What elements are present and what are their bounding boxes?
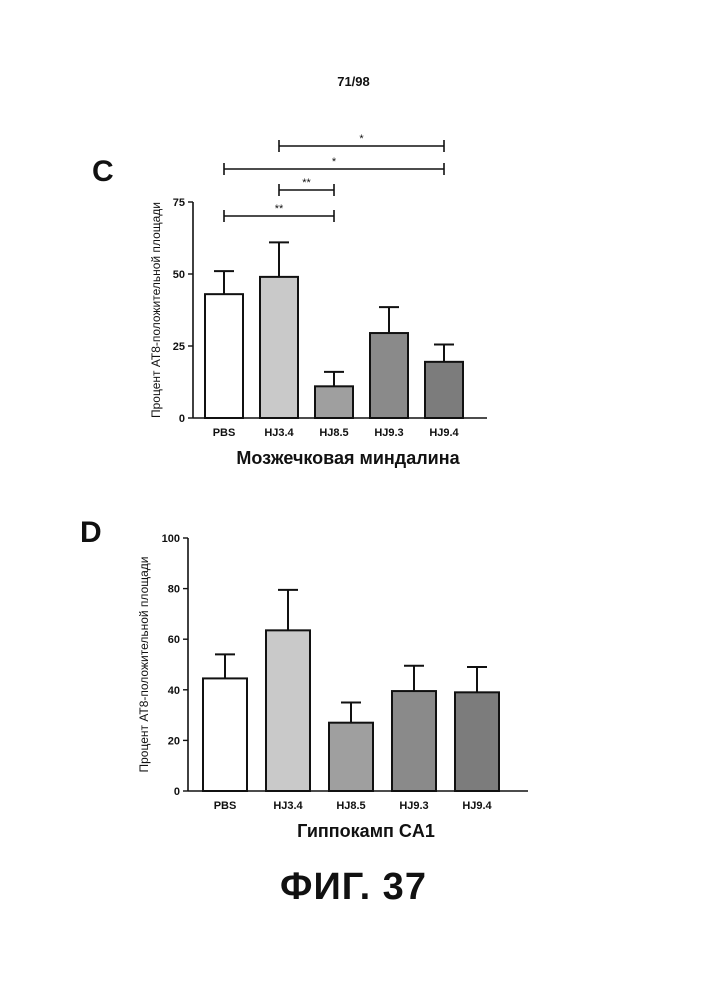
category-label: HJ9.3 <box>399 800 428 812</box>
category-label: HJ8.5 <box>336 800 365 812</box>
bar-hj3-4 <box>259 275 299 419</box>
category-label: PBS <box>213 427 236 439</box>
significance-label: * <box>332 156 337 168</box>
y-tick-label: 40 <box>168 685 180 697</box>
panel-letter-c: C <box>92 155 114 188</box>
category-label: HJ3.4 <box>264 427 294 439</box>
y-tick-label: 100 <box>162 533 180 545</box>
y-tick-label: 20 <box>168 735 180 747</box>
bar-pbs <box>204 293 244 419</box>
bar-hj9-3 <box>391 690 437 792</box>
chart-panel-c: 0 25 50 75 PBS HJ3.4 HJ8.5 HJ9.3 HJ9.4 Процент АТ… <box>149 133 487 468</box>
bar-hj8-5 <box>328 721 374 792</box>
bar-hj3-4 <box>265 629 311 792</box>
bar-pbs <box>202 677 248 792</box>
figure-caption: ФИГ. 37 <box>280 866 427 908</box>
x-axis-title: Гиппокамп CA1 <box>297 821 435 841</box>
significance-label: * <box>359 133 364 145</box>
x-axis-title: Мозжечковая миндалина <box>236 448 460 468</box>
y-axis-label: Процент АТ8-положительной площади <box>149 202 163 418</box>
category-label: HJ9.3 <box>374 427 403 439</box>
y-tick-label: 75 <box>173 197 185 209</box>
chart-panel-d: 0 20 40 60 80 100 PBS HJ3.4 HJ8.5 HJ9.3 HJ9.4 Проце… <box>137 533 528 841</box>
bar-hj9-4 <box>424 360 464 419</box>
y-tick-label: 0 <box>174 786 180 798</box>
category-label: HJ9.4 <box>462 800 492 812</box>
category-label: PBS <box>214 800 237 812</box>
bar-hj9-4 <box>454 691 500 792</box>
y-tick-label: 0 <box>179 413 185 425</box>
significance-label: ** <box>302 177 311 189</box>
y-tick-label: 60 <box>168 634 180 646</box>
category-label: HJ9.4 <box>429 427 459 439</box>
significance-label: ** <box>275 203 284 215</box>
page-number: 71/98 <box>337 74 370 89</box>
y-tick-label: 80 <box>168 584 180 596</box>
y-tick-label: 50 <box>173 269 185 281</box>
bar-hj9-3 <box>369 332 409 420</box>
y-axis-label: Процент АТ8-положительной площади <box>137 556 151 772</box>
category-label: HJ8.5 <box>319 427 348 439</box>
panel-letter-d: D <box>80 516 102 549</box>
y-tick-label: 25 <box>173 341 185 353</box>
bar-hj8-5 <box>314 385 354 420</box>
category-label: HJ3.4 <box>273 800 303 812</box>
